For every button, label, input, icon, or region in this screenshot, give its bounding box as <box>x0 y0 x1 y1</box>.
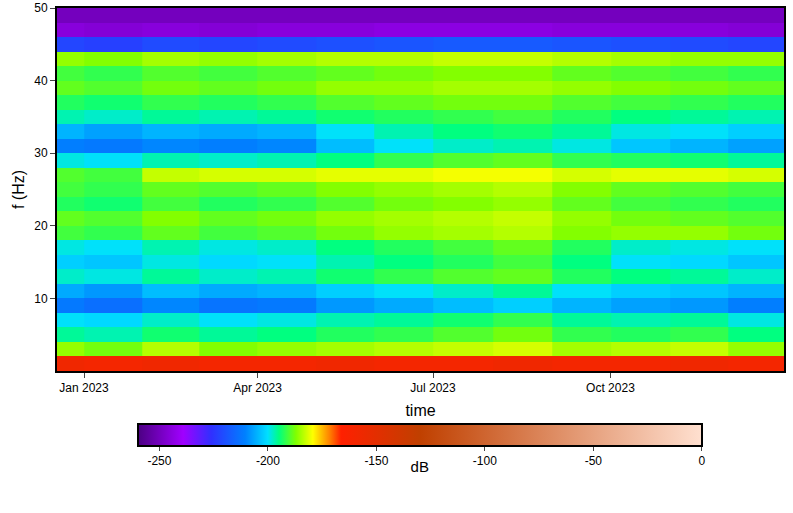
svg-text:10: 10 <box>34 292 48 306</box>
svg-text:-100: -100 <box>473 454 497 468</box>
svg-text:time: time <box>405 402 435 419</box>
svg-text:f (Hz): f (Hz) <box>10 170 27 209</box>
svg-text:50: 50 <box>34 1 48 15</box>
svg-text:-50: -50 <box>585 454 603 468</box>
svg-text:0: 0 <box>698 454 705 468</box>
svg-text:-250: -250 <box>147 454 171 468</box>
svg-text:Apr 2023: Apr 2023 <box>233 381 282 395</box>
svg-text:40: 40 <box>34 74 48 88</box>
svg-text:Oct 2023: Oct 2023 <box>586 381 635 395</box>
svg-text:30: 30 <box>34 146 48 160</box>
svg-text:Jul 2023: Jul 2023 <box>410 381 456 395</box>
svg-text:Jan 2023: Jan 2023 <box>59 381 109 395</box>
svg-text:dB: dB <box>411 458 429 475</box>
svg-text:-200: -200 <box>256 454 280 468</box>
svg-text:-150: -150 <box>364 454 388 468</box>
svg-text:20: 20 <box>34 219 48 233</box>
